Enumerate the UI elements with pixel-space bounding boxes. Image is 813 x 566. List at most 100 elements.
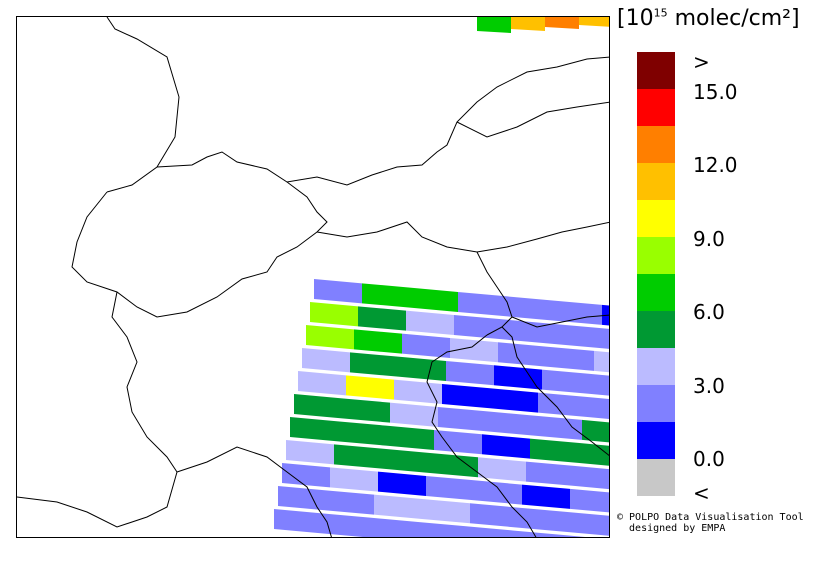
colorbar-swatch-9-10.5 [637, 200, 675, 237]
pixel-cell [350, 352, 398, 377]
pixel-cell [290, 417, 338, 442]
pixel-cell [582, 419, 609, 443]
colorbar-swatch-13.5-15 [637, 89, 675, 126]
pixel-cell [478, 457, 526, 482]
colorbar-swatch-0-1.5 [637, 422, 675, 459]
tropomi-pixel-layer [274, 17, 609, 537]
pixel-cell [426, 475, 474, 501]
colorbar-label: 0.0 [693, 447, 725, 471]
pixel-cell [274, 509, 322, 534]
colorbar-swatch-12-13.5 [637, 126, 675, 163]
pixel-cell [314, 279, 362, 304]
pixel-cell [346, 375, 394, 400]
pixel-cell [402, 333, 450, 358]
pixel-cell [410, 287, 458, 312]
pixel-cell [438, 406, 486, 432]
pixel-cell [394, 379, 442, 404]
pixel-cell [434, 429, 482, 455]
pixel-cell [534, 415, 582, 440]
pixel-cell [554, 300, 602, 325]
pixel-cell [306, 325, 354, 350]
pixel-cell [522, 484, 570, 509]
pixel-cell [358, 306, 406, 331]
coast-liguria [176, 446, 332, 537]
pixel-cell [586, 396, 609, 419]
pixel-cell [538, 392, 586, 417]
colorbar-unit-label: [1015 molec/cm²] [617, 6, 800, 31]
pixel-cell [530, 438, 578, 463]
border-switzerland [71, 181, 328, 318]
pixel-cell [386, 425, 434, 450]
pixel-cell [398, 356, 446, 381]
pixel-cell [477, 17, 511, 33]
pixel-cell [518, 507, 566, 532]
pixel-cell [574, 465, 609, 490]
pixel-cell [590, 373, 609, 396]
pixel-cell [326, 490, 374, 515]
pixel-cell [545, 17, 579, 29]
map-canvas [17, 17, 609, 537]
colorbar-swatch-7.5-9 [637, 237, 675, 274]
pixel-cell [354, 329, 402, 354]
pixel-cell [514, 530, 562, 537]
colorbar-label: 3.0 [693, 374, 725, 398]
pixel-cell [450, 337, 498, 363]
pixel-cell [470, 503, 518, 528]
pixel-cell [466, 526, 514, 537]
pixel-cell [390, 402, 438, 427]
border-slovenia-croatia [511, 314, 609, 328]
colorbar-label: 12.0 [693, 153, 738, 177]
pixel-cell [374, 494, 422, 519]
colorbar-label: 6.0 [693, 300, 725, 324]
pixel-cell [430, 452, 478, 478]
pixel-cell [406, 310, 454, 335]
colorbar-label: > [693, 50, 710, 74]
pixel-cell [282, 463, 330, 488]
border-germany-alps [156, 56, 609, 186]
pixel-cell [310, 302, 358, 327]
map-panel [16, 16, 610, 538]
country-borders [17, 17, 609, 537]
pixel-cell [546, 346, 594, 371]
pixel-cell [566, 511, 609, 536]
pixel-cell [338, 421, 386, 446]
pixel-cell [302, 348, 350, 373]
pixel-cell [490, 388, 538, 413]
colorbar-swatch-over [637, 52, 675, 89]
pixel-cell [526, 461, 574, 486]
pixel-cell [442, 383, 490, 409]
pixel-cell [594, 350, 609, 373]
colorbar-swatch-10.5-12 [637, 163, 675, 200]
pixel-cell [498, 342, 546, 367]
colorbar-label: 9.0 [693, 227, 725, 251]
pixel-cell [334, 444, 382, 469]
pixel-cell [370, 517, 418, 537]
pixel-cell [286, 440, 334, 465]
border-france-germany [106, 17, 180, 193]
pixel-cell [294, 394, 342, 419]
pixel-cell [494, 365, 542, 390]
pixel-cell [418, 521, 466, 537]
pixel-cell [362, 283, 410, 308]
pixel-cell [378, 471, 426, 496]
colorbar [637, 52, 675, 496]
colorbar-label: < [693, 481, 710, 505]
border-france-italy [111, 291, 178, 473]
colorbar-swatch-3-4.5 [637, 348, 675, 385]
pixel-cell [278, 486, 326, 511]
coast-adriatic [426, 334, 537, 537]
colorbar-label: 15.0 [693, 80, 738, 104]
colorbar-swatch-under [637, 459, 675, 496]
pixel-cell [570, 488, 609, 513]
pixel-cell [506, 296, 554, 321]
pixel-cell [542, 369, 590, 394]
pixel-cell [382, 448, 430, 473]
pixel-cell [446, 360, 494, 386]
border-austria-italy [316, 221, 609, 253]
pixel-cell [511, 17, 545, 31]
pixel-cell [298, 371, 346, 396]
coast-croatia [501, 326, 609, 457]
pixel-cell [482, 434, 530, 459]
pixel-cell [454, 314, 502, 340]
pixel-cell [579, 17, 609, 27]
